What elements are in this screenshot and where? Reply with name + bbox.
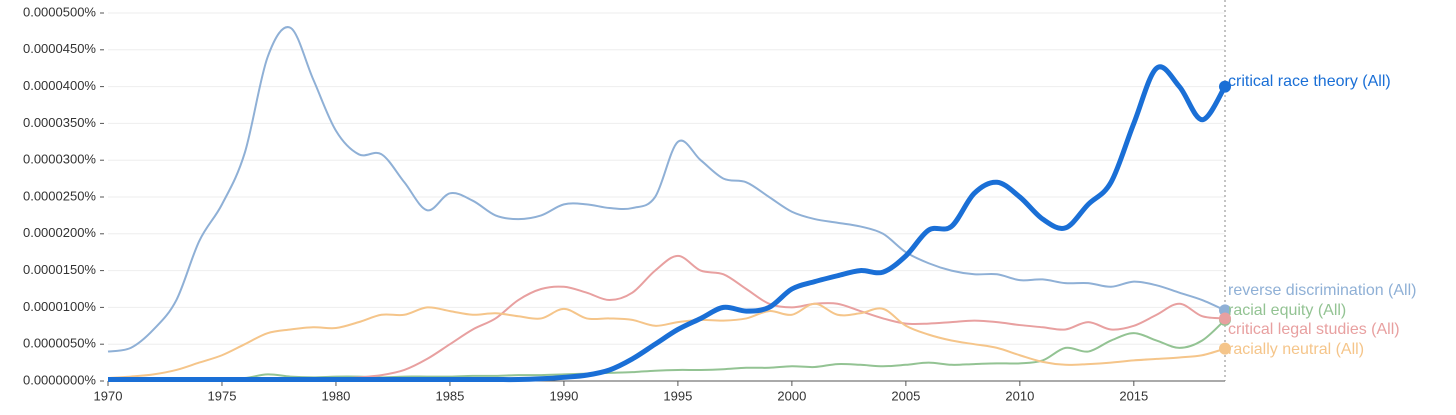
x-tick-label: 1990 bbox=[549, 388, 578, 403]
y-tick-label: 0.0000250% bbox=[23, 188, 96, 203]
y-tick-label: 0.0000400% bbox=[23, 78, 96, 93]
y-tick-label: 0.0000350% bbox=[23, 115, 96, 130]
legend-label: racial equity (All) bbox=[1228, 302, 1346, 319]
y-tick-label: 0.0000150% bbox=[23, 262, 96, 277]
legend-label: critical legal studies (All) bbox=[1228, 321, 1400, 338]
legend-label: critical race theory (All) bbox=[1228, 73, 1391, 90]
y-tick-label: 0.0000000% bbox=[23, 372, 96, 387]
series-line bbox=[107, 64, 1228, 383]
x-tick-label: 2010 bbox=[1005, 388, 1034, 403]
x-tick-label: 2000 bbox=[777, 388, 806, 403]
x-tick-label: 1995 bbox=[663, 388, 692, 403]
y-tick-label: 0.0000450% bbox=[23, 41, 96, 56]
x-tick-label: 1975 bbox=[208, 388, 237, 403]
x-tick-label: 2005 bbox=[891, 388, 920, 403]
series-line bbox=[107, 254, 1226, 381]
x-tick-label: 2015 bbox=[1119, 388, 1148, 403]
y-tick-label: 0.0000050% bbox=[23, 336, 96, 351]
x-tick-label: 1970 bbox=[94, 388, 123, 403]
end-dot bbox=[1219, 312, 1231, 325]
end-dot bbox=[1219, 342, 1231, 355]
y-tick-label: 0.0000100% bbox=[23, 299, 96, 314]
legend-label: reverse discrimination (All) bbox=[1228, 282, 1417, 299]
legend-label: racially neutral (All) bbox=[1228, 341, 1364, 358]
x-tick-label: 1985 bbox=[435, 388, 464, 403]
x-tick-label: 1980 bbox=[321, 388, 350, 403]
y-tick-label: 0.0000500% bbox=[23, 4, 96, 19]
y-tick-label: 0.0000200% bbox=[23, 225, 96, 240]
series-line bbox=[107, 26, 1226, 353]
y-tick-label: 0.0000300% bbox=[23, 152, 96, 167]
series-line bbox=[107, 302, 1226, 380]
end-dot bbox=[1219, 80, 1231, 93]
